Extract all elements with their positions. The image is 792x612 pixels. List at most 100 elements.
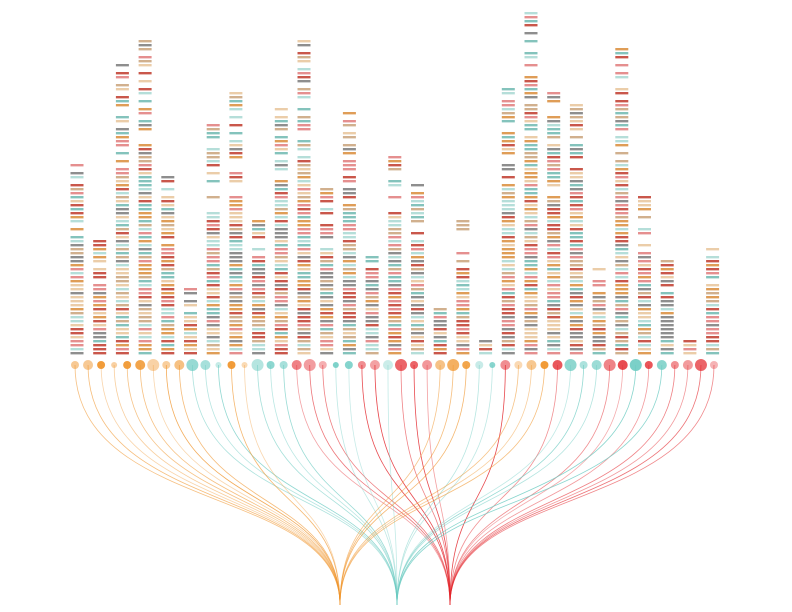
- stripe: [524, 284, 538, 287]
- stripe: [297, 208, 311, 211]
- stripe: [320, 264, 334, 267]
- stripe: [501, 104, 515, 107]
- link: [231, 364, 341, 606]
- stripe: [547, 288, 561, 291]
- stripe: [297, 292, 311, 295]
- stripe: [274, 168, 288, 171]
- stripe: [70, 340, 84, 343]
- stripe: [547, 328, 561, 331]
- stripe: [706, 352, 720, 355]
- stripe: [161, 296, 175, 299]
- link: [339, 364, 532, 606]
- link: [309, 364, 451, 606]
- link: [449, 364, 506, 606]
- stripe: [115, 196, 129, 199]
- stripe: [615, 244, 629, 247]
- stripe: [388, 300, 402, 303]
- stripe: [524, 220, 538, 223]
- stripe: [342, 292, 356, 295]
- link: [283, 364, 398, 606]
- stripe: [274, 140, 288, 143]
- stripe: [115, 304, 129, 307]
- stripe: [411, 312, 424, 315]
- stripe: [456, 220, 470, 223]
- stripe: [229, 296, 243, 299]
- stripe: [411, 288, 424, 291]
- node: [656, 360, 667, 370]
- stripe: [138, 328, 152, 331]
- stripe: [206, 300, 220, 303]
- stripe: [615, 104, 629, 107]
- stripe: [342, 296, 356, 299]
- stripe: [592, 324, 606, 327]
- stripe: [297, 272, 311, 275]
- stripe: [615, 100, 629, 103]
- stripe: [569, 172, 583, 175]
- stripe: [388, 292, 402, 295]
- stripe: [342, 164, 356, 167]
- stripe: [138, 176, 152, 179]
- stripe: [638, 264, 651, 267]
- stripe: [547, 184, 561, 187]
- column: [638, 196, 651, 355]
- stripe: [138, 352, 152, 355]
- stripe: [501, 140, 515, 143]
- stripe: [547, 220, 561, 223]
- stripe: [138, 348, 152, 351]
- stripe: [569, 220, 583, 223]
- stripe: [115, 296, 129, 299]
- stripe: [138, 40, 152, 43]
- stripe: [524, 124, 538, 127]
- stripe: [274, 272, 288, 275]
- stripe: [297, 268, 311, 271]
- node: [435, 360, 446, 370]
- stripe: [547, 224, 561, 227]
- stripe: [138, 324, 152, 327]
- stripe: [297, 348, 311, 351]
- column: [342, 112, 356, 355]
- stripe: [115, 192, 129, 195]
- stripe: [115, 172, 129, 175]
- stripe: [342, 340, 356, 343]
- stripe: [161, 284, 175, 287]
- stripe: [501, 168, 515, 171]
- node: [318, 361, 327, 369]
- stripe: [70, 248, 84, 251]
- stripe: [229, 100, 243, 103]
- stripe: [524, 96, 538, 99]
- node: [462, 361, 471, 369]
- stripe: [569, 272, 583, 275]
- stripe: [138, 308, 152, 311]
- stripe: [615, 160, 629, 163]
- stripe: [388, 160, 402, 163]
- stripe: [206, 128, 220, 131]
- stripe: [297, 140, 311, 143]
- column: [70, 164, 84, 355]
- stripe: [547, 200, 561, 203]
- stripe: [411, 308, 424, 311]
- stripe: [342, 232, 356, 235]
- column: [683, 340, 697, 355]
- stripe: [388, 168, 402, 171]
- stripe: [138, 92, 152, 95]
- stripe: [161, 208, 175, 211]
- stripe: [524, 212, 538, 215]
- stripe: [115, 160, 129, 163]
- stripe: [547, 348, 561, 351]
- stripe: [93, 284, 107, 287]
- stripe: [274, 252, 288, 255]
- stripe: [501, 196, 515, 199]
- stripe: [660, 352, 674, 355]
- stripe: [297, 128, 311, 131]
- stripe: [138, 180, 152, 183]
- stripe: [365, 276, 379, 279]
- stripe: [365, 304, 379, 307]
- stripe: [274, 120, 288, 123]
- stripe: [411, 332, 424, 335]
- stripe: [115, 268, 129, 271]
- stripe: [592, 352, 606, 355]
- stripe: [638, 332, 651, 335]
- stripe: [115, 220, 129, 223]
- stripe: [342, 300, 356, 303]
- stripe: [411, 300, 424, 303]
